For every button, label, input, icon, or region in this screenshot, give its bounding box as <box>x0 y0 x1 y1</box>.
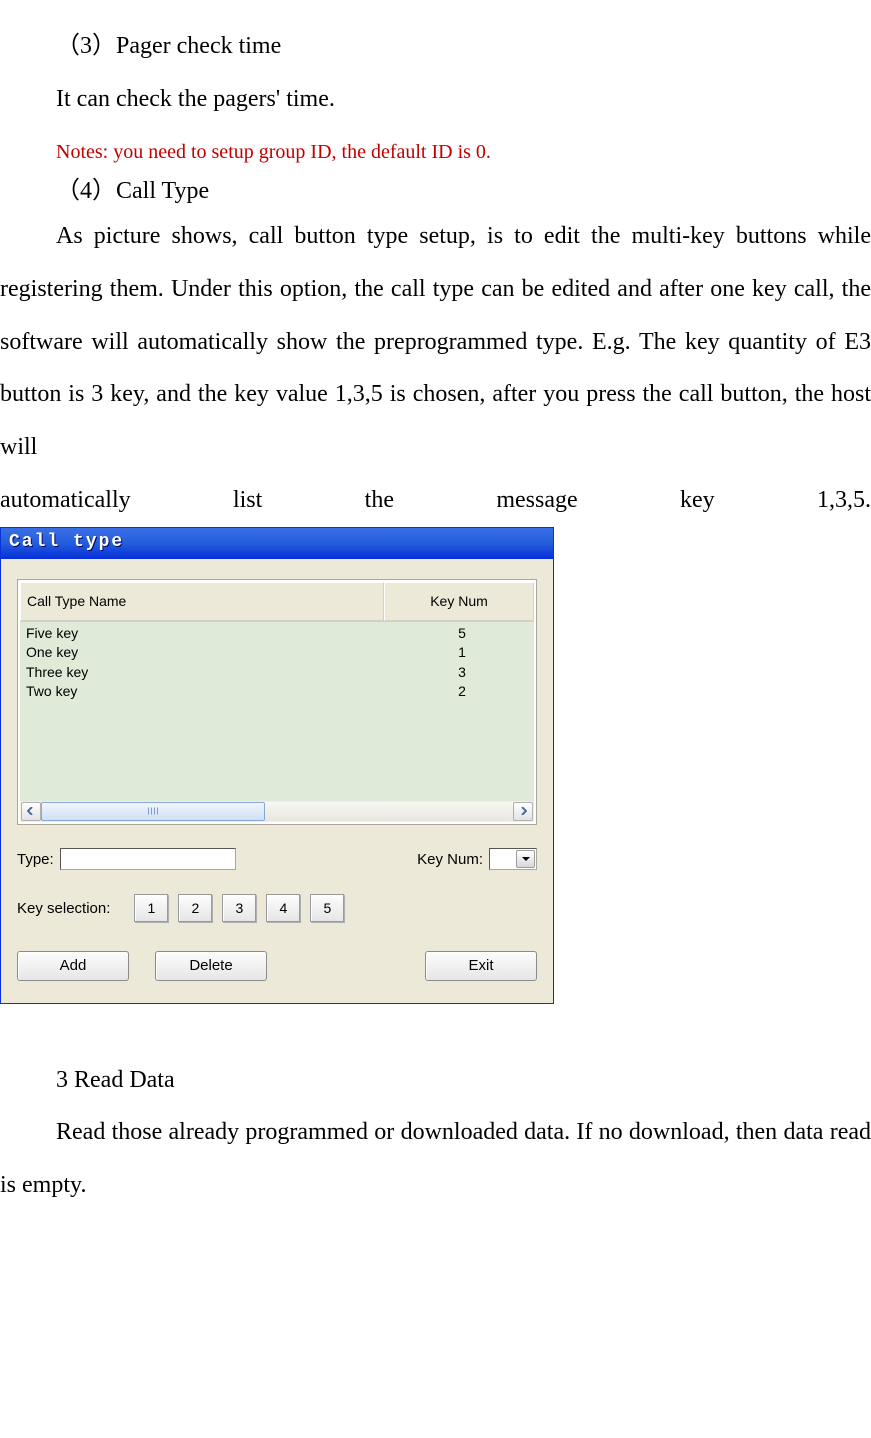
section-read-body: Read those already programmed or downloa… <box>0 1106 871 1212</box>
section-3-body: It can check the pagers' time. <box>0 73 871 126</box>
list-header: Call Type Name Key Num <box>20 582 534 622</box>
chevron-left-icon[interactable] <box>21 802 41 821</box>
call-type-dialog: Call type Call Type Name Key Num Five ke… <box>0 527 554 1004</box>
scroll-thumb[interactable] <box>41 802 265 821</box>
col-header-name[interactable]: Call Type Name <box>20 582 384 621</box>
chevron-right-icon[interactable] <box>513 802 533 821</box>
scroll-track[interactable] <box>41 802 513 821</box>
table-row[interactable]: One key 1 <box>20 643 534 663</box>
word: list <box>233 474 262 527</box>
table-row[interactable]: Three key 3 <box>20 663 534 683</box>
section-4-body: As picture shows, call button type setup… <box>0 210 871 474</box>
key-button-5[interactable]: 5 <box>310 894 344 922</box>
horizontal-scrollbar[interactable] <box>20 801 534 822</box>
cell-num: 1 <box>390 643 534 663</box>
table-row[interactable]: Five key 5 <box>20 624 534 644</box>
key-button-4[interactable]: 4 <box>266 894 300 922</box>
chevron-down-icon[interactable] <box>516 850 535 868</box>
dialog-titlebar[interactable]: Call type <box>1 528 553 559</box>
word: automatically <box>0 474 131 527</box>
cell-name: One key <box>20 643 390 663</box>
list-body[interactable]: Five key 5 One key 1 Three key 3 Two <box>20 622 534 801</box>
key-button-3[interactable]: 3 <box>222 894 256 922</box>
cell-name: Five key <box>20 624 390 644</box>
key-selection-label: Key selection: <box>17 892 110 925</box>
cell-name: Three key <box>20 663 390 683</box>
call-type-list-panel: Call Type Name Key Num Five key 5 One ke… <box>17 579 537 825</box>
type-input[interactable] <box>60 848 236 870</box>
cell-num: 3 <box>390 663 534 683</box>
exit-button[interactable]: Exit <box>425 951 537 981</box>
section-4-lastline: automatically list the message key 1,3,5… <box>0 474 871 527</box>
section-read-heading: 3 Read Data <box>0 1054 871 1107</box>
col-header-keynum[interactable]: Key Num <box>384 582 534 621</box>
word: 1,3,5. <box>817 474 871 527</box>
cell-name: Two key <box>20 682 390 702</box>
key-button-1[interactable]: 1 <box>134 894 168 922</box>
table-row[interactable]: Two key 2 <box>20 682 534 702</box>
keynum-label: Key Num: <box>417 843 483 876</box>
notes-text: Notes: you need to setup group ID, the d… <box>0 132 871 172</box>
word: key <box>680 474 715 527</box>
word: message <box>496 474 577 527</box>
add-button[interactable]: Add <box>17 951 129 981</box>
keynum-select[interactable] <box>489 848 537 870</box>
delete-button[interactable]: Delete <box>155 951 267 981</box>
dialog-title: Call type <box>9 523 124 563</box>
section-4-heading: （4）Call Type <box>0 172 871 210</box>
key-button-2[interactable]: 2 <box>178 894 212 922</box>
word: the <box>365 474 394 527</box>
type-label: Type: <box>17 843 54 876</box>
cell-num: 2 <box>390 682 534 702</box>
cell-num: 5 <box>390 624 534 644</box>
section-3-heading: （3）Pager check time <box>0 20 871 73</box>
